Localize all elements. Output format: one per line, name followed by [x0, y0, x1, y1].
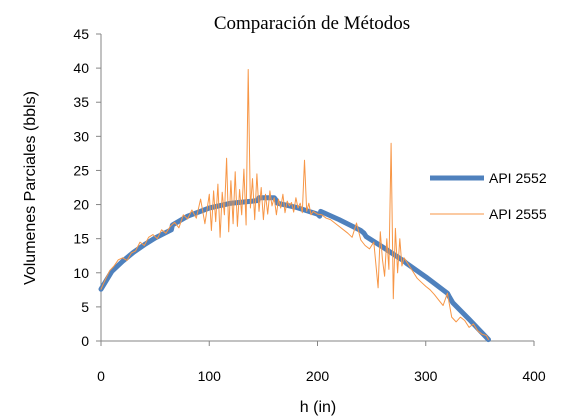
legend: API 2552 API 2555 [430, 170, 547, 222]
y-tick-label: 25 [73, 162, 89, 178]
y-tick-label: 45 [73, 26, 89, 42]
series-layer [98, 69, 491, 343]
y-tick-label: 15 [73, 231, 89, 247]
chart-title: Comparación de Métodos [214, 13, 410, 34]
y-tick-label: 40 [73, 60, 89, 76]
x-tick-label: 100 [198, 368, 222, 384]
y-tick-label: 10 [73, 265, 89, 281]
x-tick-label: 400 [522, 368, 546, 384]
x-tick-label: 300 [414, 368, 438, 384]
y-tick-label: 5 [81, 299, 89, 315]
series-line-api-2555 [100, 69, 489, 341]
x-tick-label: 200 [306, 368, 330, 384]
x-tick-label: 0 [97, 368, 105, 384]
axes: 0 5 10 15 20 25 30 35 40 45 0 100 200 300 400 [73, 26, 545, 384]
legend-label-api-2555: API 2555 [489, 206, 547, 222]
y-axis-label: Volumenes Parciales (bbls) [22, 91, 39, 285]
y-tick-label: 35 [73, 94, 89, 110]
series-line-api-2552 [98, 195, 491, 343]
y-tick-label: 0 [81, 333, 89, 349]
legend-label-api-2552: API 2552 [489, 170, 547, 186]
y-tick-label: 30 [73, 128, 89, 144]
x-axis-label: h (in) [300, 399, 336, 416]
y-tick-label: 20 [73, 197, 89, 213]
